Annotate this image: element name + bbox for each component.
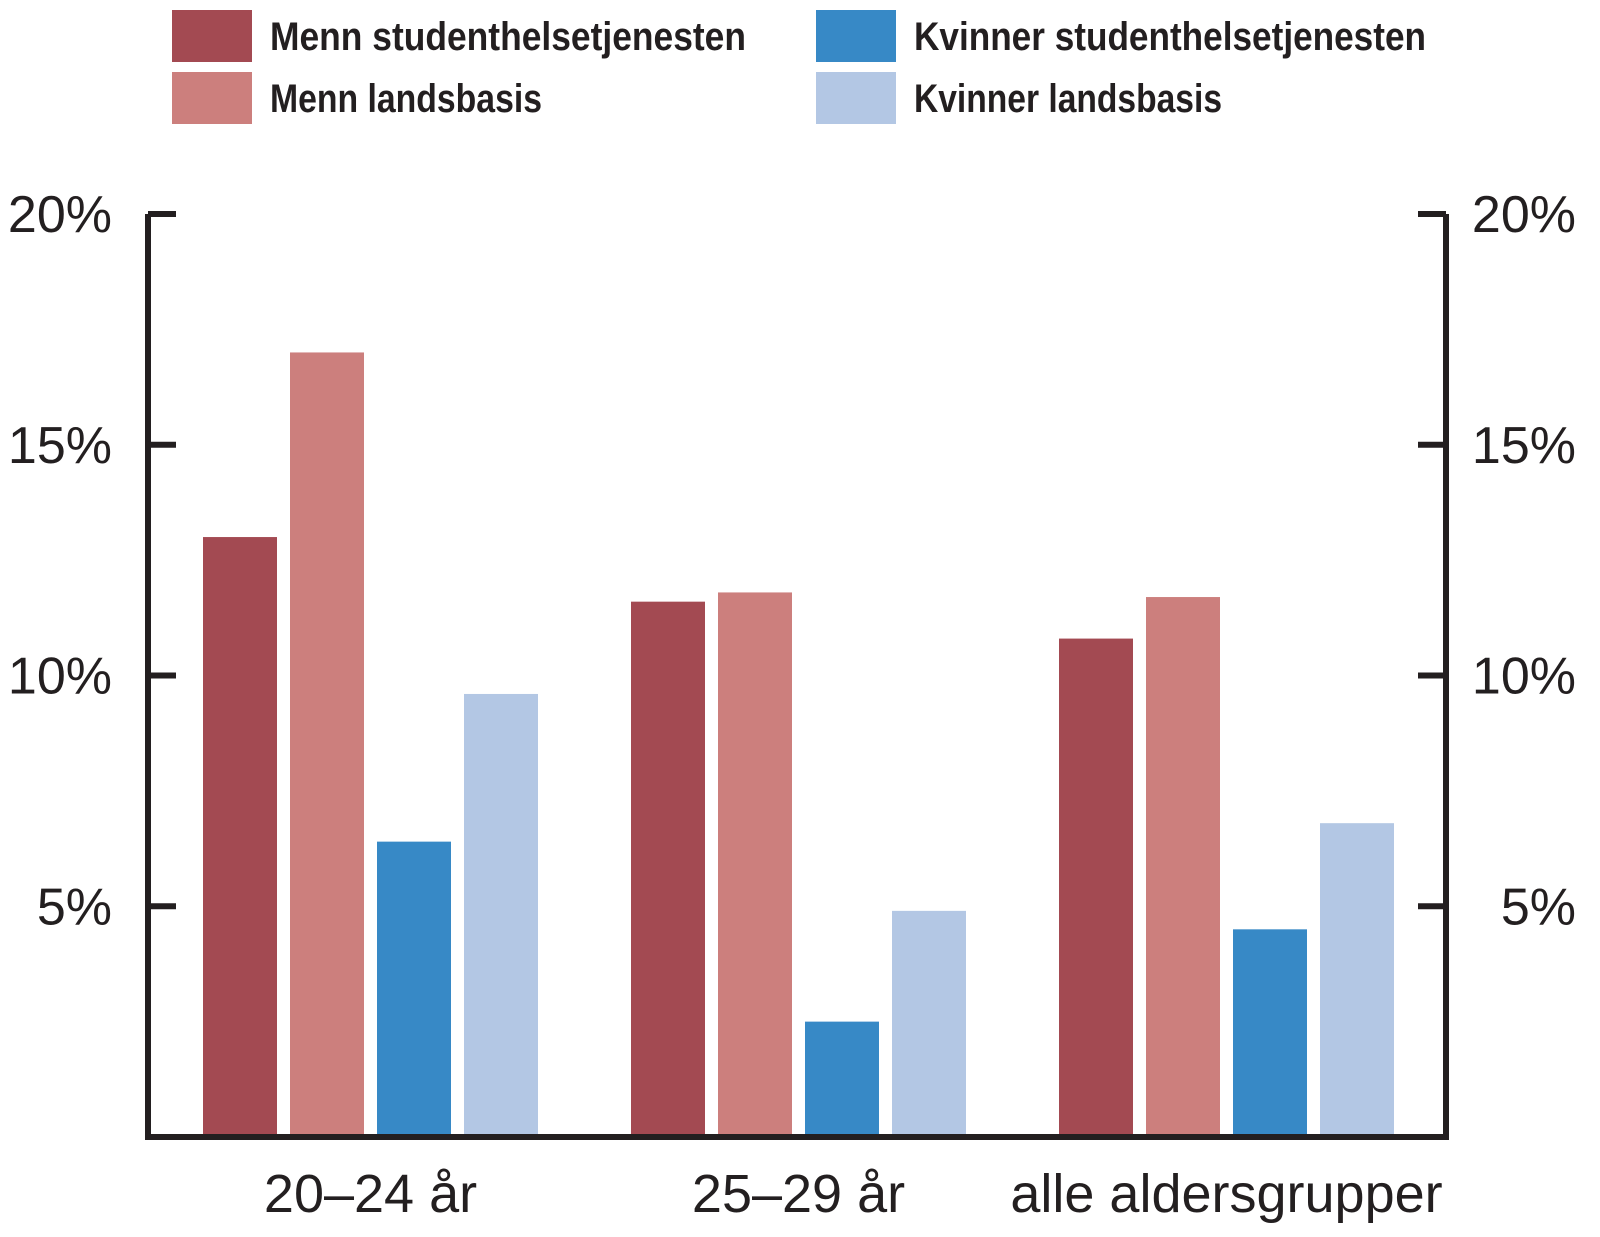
bar-4-3	[1320, 823, 1394, 1137]
legend-swatch-3	[816, 10, 896, 62]
bar-1-1	[203, 537, 277, 1137]
legend: Menn studenthelsetjenesten Menn landsbasi…	[172, 10, 1426, 124]
bars	[203, 352, 1394, 1137]
legend-label-3: Kvinner studenthelsetjenesten	[914, 15, 1426, 59]
legend-label-4: Kvinner landsbasis	[914, 77, 1222, 121]
right-tick-label-1: 5%	[1501, 878, 1576, 936]
bar-3-3	[1233, 929, 1307, 1137]
y-ticks: 5% 5% 10% 10% 15% 15% 20% 20%	[8, 186, 1576, 936]
legend-swatch-2	[172, 72, 252, 124]
category-label-1: 20–24 år	[264, 1164, 477, 1224]
left-tick-label-1: 5%	[37, 878, 112, 936]
bar-3-1	[377, 841, 451, 1137]
bar-2-1	[290, 352, 364, 1137]
bar-2-2	[718, 592, 792, 1137]
right-tick-label-4: 20%	[1472, 186, 1576, 244]
legend-swatch-1	[172, 10, 252, 62]
category-labels: 20–24 år 25–29 år alle aldersgrupper	[264, 1164, 1443, 1224]
bar-3-2	[805, 1021, 879, 1137]
bar-4-2	[892, 910, 966, 1137]
right-tick-label-3: 15%	[1472, 417, 1576, 475]
bar-2-3	[1146, 597, 1220, 1137]
left-tick-label-4: 20%	[8, 186, 112, 244]
left-tick-label-2: 10%	[8, 648, 112, 706]
bar-1-2	[631, 601, 705, 1137]
bar-1-3	[1059, 638, 1133, 1137]
bar-4-1	[464, 693, 538, 1137]
legend-swatch-4	[816, 72, 896, 124]
category-label-2: 25–29 år	[692, 1164, 905, 1224]
left-tick-label-3: 15%	[8, 417, 112, 475]
category-label-3: alle aldersgrupper	[1010, 1164, 1442, 1224]
legend-label-1: Menn studenthelsetjenesten	[270, 15, 746, 59]
right-tick-label-2: 10%	[1472, 648, 1576, 706]
legend-label-2: Menn landsbasis	[270, 77, 542, 121]
